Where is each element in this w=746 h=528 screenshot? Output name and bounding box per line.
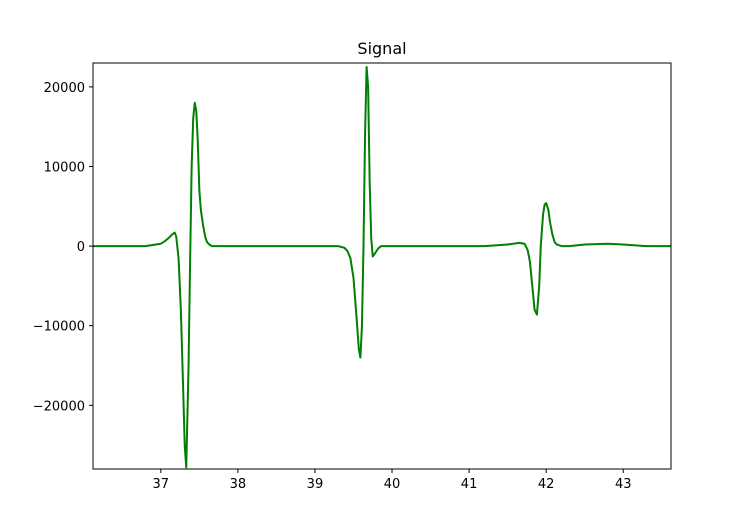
y-tick-label: 0: [77, 240, 85, 255]
x-tick-label: 37: [153, 477, 170, 492]
series-line-0: [93, 65, 671, 469]
plot-area: 37 38 39 40 41 42 43 −20000 −10000 0 10000 20000: [33, 62, 672, 492]
y-tick-label: −10000: [33, 320, 85, 335]
x-tick-label: 40: [384, 477, 401, 492]
axes-frame: [92, 62, 672, 470]
chart-title: Signal: [357, 39, 406, 58]
x-tick-label: 43: [615, 477, 632, 492]
x-tick-label: 39: [307, 477, 324, 492]
x-tick-label: 42: [538, 477, 555, 492]
x-tick-label: 41: [461, 477, 478, 492]
x-tick-label: 38: [230, 477, 247, 492]
y-tick-label: 20000: [44, 81, 85, 96]
y-tick-label: −20000: [33, 399, 85, 414]
y-tick-label: 10000: [44, 160, 85, 175]
